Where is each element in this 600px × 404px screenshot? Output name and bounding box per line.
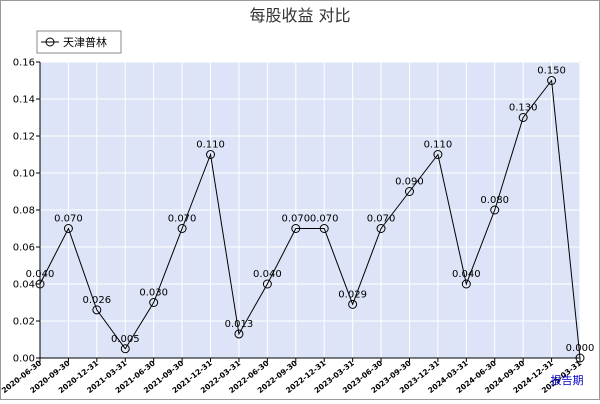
data-point-marker xyxy=(35,279,45,289)
data-point-marker xyxy=(234,329,244,339)
data-point-marker xyxy=(206,150,216,159)
data-label: 0.013 xyxy=(225,319,254,330)
data-point-marker xyxy=(92,305,102,315)
data-label: 0.005 xyxy=(111,334,140,345)
series-line xyxy=(39,79,581,359)
data-label: 0.070 xyxy=(168,214,197,225)
data-label: 0.030 xyxy=(139,288,168,299)
data-label: 0.150 xyxy=(537,66,566,77)
data-point-marker xyxy=(120,344,130,354)
data-label: 0.070 xyxy=(54,214,83,225)
y-tick-label: 0.06 xyxy=(13,243,35,254)
y-tick-label: 0.00 xyxy=(13,354,35,365)
data-point-marker xyxy=(149,298,159,307)
y-tick-label: 0.04 xyxy=(13,280,35,291)
y-tick-label: 0.12 xyxy=(13,132,35,143)
y-tick-label: 0.16 xyxy=(13,58,35,69)
data-point-marker xyxy=(518,113,528,122)
y-tick-label: 0.08 xyxy=(13,206,35,217)
data-label: 0.029 xyxy=(338,289,367,300)
data-point-marker xyxy=(575,353,585,363)
data-point-marker xyxy=(63,224,73,233)
grid-lines xyxy=(39,61,581,359)
data-label: 0.040 xyxy=(26,269,55,280)
data-label: 0.070 xyxy=(367,214,396,225)
data-point-marker xyxy=(404,187,414,196)
legend-box xyxy=(36,30,122,54)
data-label: 0.080 xyxy=(480,195,509,206)
data-label: 0.000 xyxy=(566,343,595,354)
data-point-marker xyxy=(490,205,500,215)
data-label: 0.110 xyxy=(424,140,453,151)
legend-marker-icon xyxy=(45,37,55,47)
data-label: 0.026 xyxy=(83,295,112,306)
data-point-marker xyxy=(433,150,443,159)
data-point-marker xyxy=(291,224,301,233)
data-point-marker xyxy=(547,76,557,85)
data-point-marker xyxy=(348,299,358,309)
data-label: 0.110 xyxy=(196,140,225,151)
data-label: 0.130 xyxy=(509,103,538,114)
y-tick-label: 0.02 xyxy=(13,317,35,328)
y-tick-label: 0.10 xyxy=(13,169,35,180)
data-label: 0.090 xyxy=(395,177,424,188)
legend: 天津普林 xyxy=(36,30,122,54)
y-axis: 0.00 0.02 0.04 0.06 0.08 0.10 0.12 0.14 0.16 xyxy=(13,58,41,365)
legend-series-name: 天津普林 xyxy=(63,35,107,49)
x-axis-unit-label: 报告期 xyxy=(551,373,584,387)
data-label: 0.040 xyxy=(452,269,481,280)
data-point-marker xyxy=(262,279,272,289)
data-point-marker xyxy=(319,224,329,233)
data-point-marker xyxy=(376,224,386,233)
y-tick-label: 0.14 xyxy=(13,95,35,106)
data-point-marker xyxy=(461,279,471,289)
data-label: 0.070 xyxy=(281,214,310,225)
chart-title: 每股收益 对比 xyxy=(249,6,350,25)
series-layer: 0.040 0.070 0.026 0.005 0.030 0.070 0.110 0.013… xyxy=(26,66,595,363)
data-label: 0.040 xyxy=(253,269,282,280)
data-label: 0.070 xyxy=(310,214,339,225)
data-point-marker xyxy=(177,224,187,233)
